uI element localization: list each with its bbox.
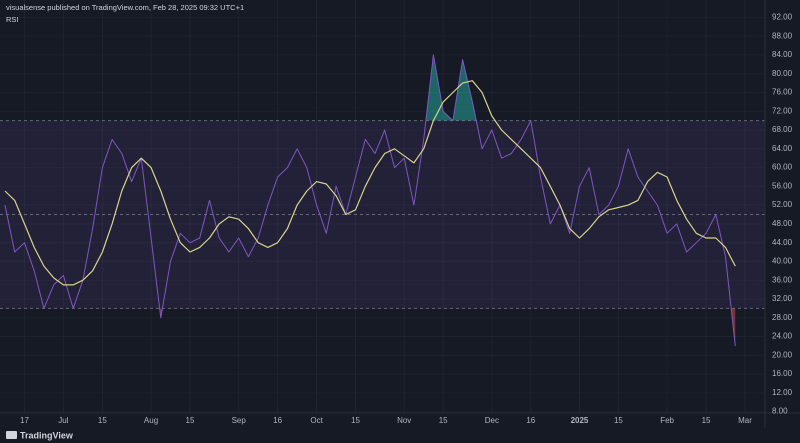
- x-tick-label: Sep: [232, 416, 247, 425]
- y-tick-label: 80.00: [772, 69, 793, 78]
- x-tick-label: Dec: [485, 416, 499, 425]
- y-tick-label: 28.00: [772, 313, 793, 322]
- y-tick-label: 60.00: [772, 163, 793, 172]
- y-tick-label: 20.00: [772, 350, 793, 359]
- y-tick-label: 40.00: [772, 257, 793, 266]
- header-text: visualsense published on TradingView.com…: [6, 3, 244, 12]
- y-tick-label: 48.00: [772, 219, 793, 228]
- x-tick-label: 2025: [571, 416, 589, 425]
- y-tick-label: 84.00: [772, 50, 793, 59]
- rsi-average-line: [4, 80, 736, 286]
- y-tick-label: 52.00: [772, 200, 793, 209]
- x-tick-label: 15: [702, 416, 711, 425]
- y-tick-label: 12.00: [772, 388, 793, 397]
- x-tick-label: 15: [351, 416, 360, 425]
- y-tick-label: 44.00: [772, 238, 793, 247]
- y-tick-label: 92.00: [772, 12, 793, 21]
- y-tick-label: 68.00: [772, 125, 793, 134]
- x-tick-label: 16: [273, 416, 282, 425]
- logo-text: TradingView: [20, 430, 74, 440]
- x-tick-label: 17: [20, 416, 29, 425]
- x-tick-label: Jul: [58, 416, 68, 425]
- y-tick-label: 36.00: [772, 275, 793, 284]
- y-tick-label: 72.00: [772, 106, 793, 115]
- y-tick-label: 32.00: [772, 294, 793, 303]
- x-tick-label: Feb: [660, 416, 674, 425]
- y-tick-label: 76.00: [772, 88, 793, 97]
- x-tick-label: Oct: [310, 416, 323, 425]
- x-tick-label: Nov: [397, 416, 411, 425]
- x-tick-label: 15: [98, 416, 107, 425]
- x-tick-label: 15: [186, 416, 195, 425]
- x-tick-label: 15: [614, 416, 623, 425]
- logo: TradingView: [6, 430, 74, 440]
- x-tick-label: 16: [526, 416, 535, 425]
- y-tick-label: 24.00: [772, 332, 793, 341]
- y-tick-label: 64.00: [772, 144, 793, 153]
- logo-icon: [6, 431, 17, 439]
- y-tick-label: 16.00: [772, 369, 793, 378]
- y-tick-label: 88.00: [772, 31, 793, 40]
- x-tick-label: 15: [439, 416, 448, 425]
- x-tick-label: Aug: [144, 416, 158, 425]
- indicator-title: RSI: [6, 15, 19, 24]
- x-tick-label: Mar: [738, 416, 752, 425]
- y-tick-label: 56.00: [772, 181, 793, 190]
- y-tick-label: 8.00: [772, 407, 788, 416]
- rsi-line: [4, 54, 736, 346]
